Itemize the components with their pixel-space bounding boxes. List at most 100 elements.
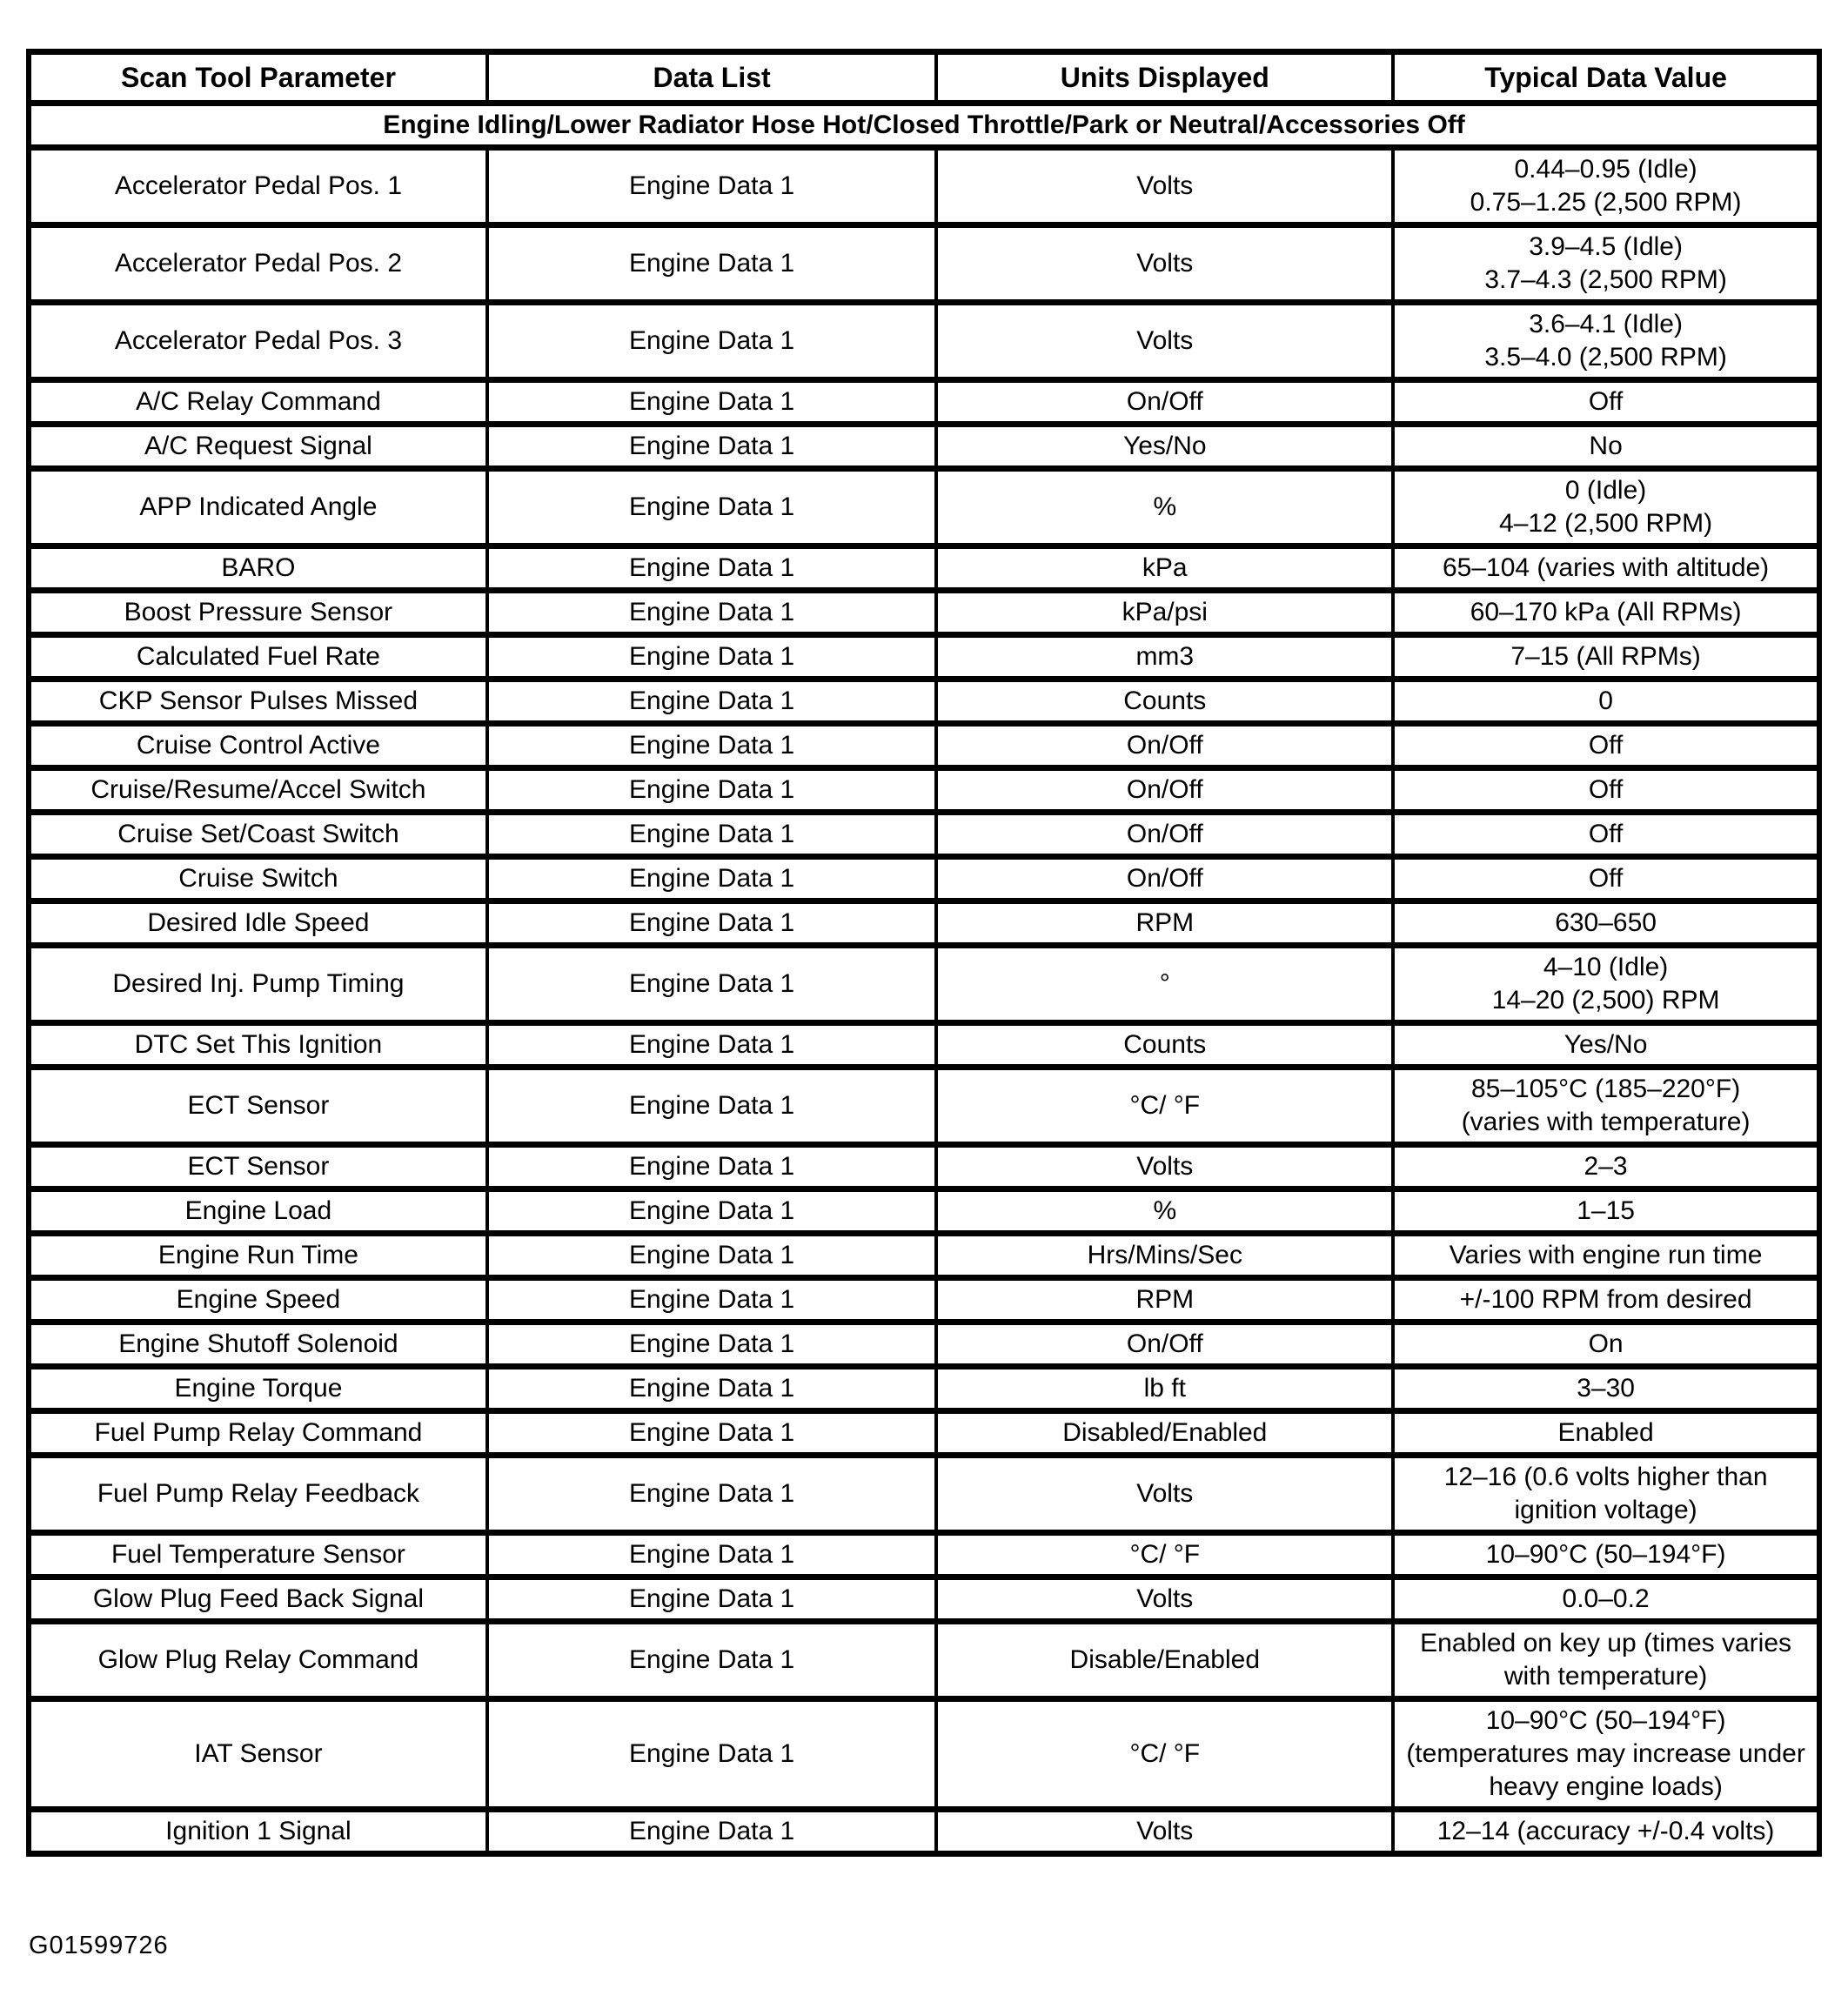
- cell-parameter: ECT Sensor: [27, 1142, 489, 1192]
- cell-data-list: Engine Data 1: [485, 1530, 939, 1580]
- cell-units: Volts: [934, 1574, 1396, 1624]
- cell-value: +/-100 RPM from desired: [1391, 1275, 1821, 1325]
- cell-parameter: IAT Sensor: [27, 1696, 489, 1812]
- cell-value: 2–3: [1391, 1142, 1821, 1192]
- cell-value: 630–650: [1391, 898, 1821, 948]
- cell-parameter: Accelerator Pedal Pos. 3: [27, 299, 489, 383]
- cell-data-list: Engine Data 1: [485, 1696, 939, 1812]
- cell-value: Off: [1391, 809, 1821, 860]
- table-row: Cruise Control Active Engine Data 1 On/O…: [27, 720, 1821, 771]
- cell-parameter: ECT Sensor: [27, 1064, 489, 1148]
- cell-units: Volts: [934, 1452, 1396, 1536]
- table-header: Scan Tool Parameter Data List Units Disp…: [27, 49, 1821, 151]
- cell-data-list: Engine Data 1: [485, 1064, 939, 1148]
- cell-data-list: Engine Data 1: [485, 1363, 939, 1414]
- cell-value: 3.6–4.1 (Idle) 3.5–4.0 (2,500 RPM): [1391, 299, 1821, 383]
- cell-units: RPM: [934, 1275, 1396, 1325]
- cell-value: 0.0–0.2: [1391, 1574, 1821, 1624]
- header-row: Scan Tool Parameter Data List Units Disp…: [27, 49, 1821, 106]
- table-row: Engine Torque Engine Data 1 lb ft 3–30: [27, 1363, 1821, 1414]
- cell-parameter: Cruise Set/Coast Switch: [27, 809, 489, 860]
- cell-data-list: Engine Data 1: [485, 299, 939, 383]
- scan-tool-data-table-page: Scan Tool Parameter Data List Units Disp…: [26, 49, 1822, 1857]
- cell-units: On/Off: [934, 809, 1396, 860]
- table-row: Boost Pressure Sensor Engine Data 1 kPa/…: [27, 587, 1821, 638]
- header-typical-data-value: Typical Data Value: [1391, 49, 1821, 106]
- cell-data-list: Engine Data 1: [485, 676, 939, 727]
- cell-value: Enabled: [1391, 1408, 1821, 1458]
- cell-units: Yes/No: [934, 421, 1396, 472]
- table-row: BARO Engine Data 1 kPa 65–104 (varies wi…: [27, 543, 1821, 593]
- cell-data-list: Engine Data 1: [485, 1142, 939, 1192]
- table-row: Engine Run Time Engine Data 1 Hrs/Mins/S…: [27, 1230, 1821, 1281]
- cell-parameter: Engine Shutoff Solenoid: [27, 1319, 489, 1369]
- cell-parameter: BARO: [27, 543, 489, 593]
- condition-banner: Engine Idling/Lower Radiator Hose Hot/Cl…: [27, 100, 1821, 151]
- cell-data-list: Engine Data 1: [485, 1806, 939, 1857]
- cell-parameter: Boost Pressure Sensor: [27, 587, 489, 638]
- cell-value: 10–90°C (50–194°F) (temperatures may inc…: [1391, 1696, 1821, 1812]
- cell-value: Varies with engine run time: [1391, 1230, 1821, 1281]
- cell-data-list: Engine Data 1: [485, 1230, 939, 1281]
- cell-parameter: A/C Request Signal: [27, 421, 489, 472]
- cell-data-list: Engine Data 1: [485, 377, 939, 427]
- table-row: DTC Set This Ignition Engine Data 1 Coun…: [27, 1020, 1821, 1070]
- cell-parameter: Engine Speed: [27, 1275, 489, 1325]
- cell-value: 3–30: [1391, 1363, 1821, 1414]
- table-row: Accelerator Pedal Pos. 3 Engine Data 1 V…: [27, 299, 1821, 383]
- cell-units: kPa: [934, 543, 1396, 593]
- cell-value: Off: [1391, 765, 1821, 815]
- table-row: Glow Plug Relay Command Engine Data 1 Di…: [27, 1618, 1821, 1702]
- table-row: Fuel Pump Relay Feedback Engine Data 1 V…: [27, 1452, 1821, 1536]
- table-row: Accelerator Pedal Pos. 1 Engine Data 1 V…: [27, 144, 1821, 228]
- cell-data-list: Engine Data 1: [485, 809, 939, 860]
- cell-units: Disabled/Enabled: [934, 1408, 1396, 1458]
- cell-units: Volts: [934, 299, 1396, 383]
- cell-data-list: Engine Data 1: [485, 1275, 939, 1325]
- table-row: CKP Sensor Pulses Missed Engine Data 1 C…: [27, 676, 1821, 727]
- cell-units: °C/ °F: [934, 1530, 1396, 1580]
- cell-value: 10–90°C (50–194°F): [1391, 1530, 1821, 1580]
- cell-value: 85–105°C (185–220°F) (varies with temper…: [1391, 1064, 1821, 1148]
- table-row: APP Indicated Angle Engine Data 1 % 0 (I…: [27, 465, 1821, 549]
- cell-data-list: Engine Data 1: [485, 854, 939, 904]
- header-units-displayed: Units Displayed: [934, 49, 1396, 106]
- cell-units: On/Off: [934, 720, 1396, 771]
- cell-value: Off: [1391, 720, 1821, 771]
- cell-units: Disable/Enabled: [934, 1618, 1396, 1702]
- cell-data-list: Engine Data 1: [485, 421, 939, 472]
- table-row: Accelerator Pedal Pos. 2 Engine Data 1 V…: [27, 222, 1821, 305]
- cell-data-list: Engine Data 1: [485, 222, 939, 305]
- condition-banner-row: Engine Idling/Lower Radiator Hose Hot/Cl…: [27, 100, 1821, 151]
- cell-value: 65–104 (varies with altitude): [1391, 543, 1821, 593]
- cell-parameter: Cruise/Resume/Accel Switch: [27, 765, 489, 815]
- cell-units: Hrs/Mins/Sec: [934, 1230, 1396, 1281]
- cell-parameter: Desired Inj. Pump Timing: [27, 942, 489, 1026]
- cell-units: On/Off: [934, 765, 1396, 815]
- cell-parameter: Engine Load: [27, 1186, 489, 1236]
- cell-units: %: [934, 465, 1396, 549]
- figure-id: G01599726: [29, 1932, 169, 1959]
- cell-parameter: CKP Sensor Pulses Missed: [27, 676, 489, 727]
- cell-units: On/Off: [934, 1319, 1396, 1369]
- cell-value: 0: [1391, 676, 1821, 727]
- cell-units: °: [934, 942, 1396, 1026]
- table-row: Engine Speed Engine Data 1 RPM +/-100 RP…: [27, 1275, 1821, 1325]
- cell-data-list: Engine Data 1: [485, 632, 939, 682]
- cell-parameter: APP Indicated Angle: [27, 465, 489, 549]
- cell-units: Counts: [934, 676, 1396, 727]
- cell-parameter: Glow Plug Relay Command: [27, 1618, 489, 1702]
- cell-data-list: Engine Data 1: [485, 765, 939, 815]
- cell-parameter: A/C Relay Command: [27, 377, 489, 427]
- cell-value: 0.44–0.95 (Idle) 0.75–1.25 (2,500 RPM): [1391, 144, 1821, 228]
- cell-units: lb ft: [934, 1363, 1396, 1414]
- table-row: Glow Plug Feed Back Signal Engine Data 1…: [27, 1574, 1821, 1624]
- table-row: Fuel Pump Relay Command Engine Data 1 Di…: [27, 1408, 1821, 1458]
- table-row: Desired Idle Speed Engine Data 1 RPM 630…: [27, 898, 1821, 948]
- cell-parameter: Ignition 1 Signal: [27, 1806, 489, 1857]
- cell-parameter: Engine Torque: [27, 1363, 489, 1414]
- cell-parameter: Fuel Pump Relay Feedback: [27, 1452, 489, 1536]
- cell-value: Enabled on key up (times varies with tem…: [1391, 1618, 1821, 1702]
- cell-parameter: DTC Set This Ignition: [27, 1020, 489, 1070]
- cell-data-list: Engine Data 1: [485, 1452, 939, 1536]
